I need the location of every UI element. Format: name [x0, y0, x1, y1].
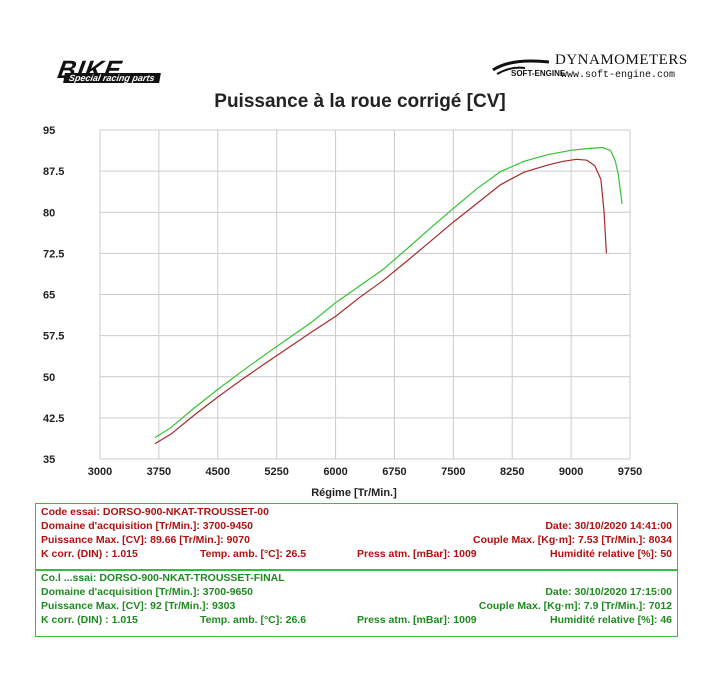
y-tick-label: 72.5 [43, 248, 64, 260]
x-tick-label: 8250 [500, 466, 524, 478]
run1-info-box: Code essai: DORSO-900-NKAT-TROUSSET-00 D… [35, 503, 678, 571]
y-tick-label: 65 [43, 290, 55, 302]
run1-date: Date: 30/10/2020 14:41:00 [545, 520, 672, 532]
run1-code: Code essai: DORSO-900-NKAT-TROUSSET-00 [41, 506, 269, 518]
run1-domain: Domaine d'acquisition [Tr/Min.]: 3700-94… [41, 520, 253, 532]
soft-engine-logo: DYNAMOMETERS SOFT-ENGINE www.soft-engine… [487, 38, 697, 88]
chart-tick-labels: 3000 3750 4500 5250 6000 6750 7500 8250 9000 9750… [43, 125, 642, 478]
chart-title: Puissance à la roue corrigé [CV] [214, 91, 506, 112]
run1-power-max: Puissance Max. [CV]: 89.66 [Tr/Min.]: 90… [41, 534, 250, 546]
chart-grid [99, 129, 631, 460]
run2-date: Date: 30/10/2020 17:15:00 [545, 586, 672, 598]
soft-engine-url: www.soft-engine.com [561, 70, 676, 81]
x-tick-label: 6000 [323, 466, 347, 478]
run2-info-box: Co.l ...ssai: DORSO-900-NKAT-TROUSSET-FI… [35, 569, 678, 637]
power-curve-run2 [154, 146, 623, 439]
x-tick-label: 4500 [206, 466, 230, 478]
x-tick-label: 9000 [559, 466, 583, 478]
x-tick-label: 3000 [88, 466, 112, 478]
run2-power-max: Puissance Max. [CV]: 92 [Tr/Min.]: 9303 [41, 600, 236, 612]
run1-torque-max: Couple Max. [Kg·m]: 7.53 [Tr/Min.]: 8034 [473, 534, 672, 546]
chart-series [154, 146, 623, 445]
power-curve-run1 [154, 158, 607, 445]
y-tick-label: 42.5 [43, 413, 64, 425]
run1-press: Press atm. [mBar]: 1009 [357, 548, 477, 560]
dynamometers-brand: DYNAMOMETERS [555, 52, 688, 68]
x-tick-label: 9750 [618, 466, 642, 478]
swoosh-icon [492, 59, 550, 75]
power-chart: 3000 3750 4500 5250 6000 6750 7500 8250 9000 9750… [43, 125, 642, 499]
run1-humidity: Humidité relative [%]: 50 [550, 548, 672, 560]
y-tick-label: 87.5 [43, 166, 64, 178]
x-tick-label: 7500 [441, 466, 465, 478]
run2-torque-max: Couple Max. [Kg·m]: 7.9 [Tr/Min.]: 7012 [478, 600, 672, 612]
y-tick-label: 35 [43, 454, 55, 466]
run2-temp: Temp. amb. [°C]: 26.6 [200, 614, 307, 626]
y-tick-label: 57.5 [43, 331, 64, 343]
run2-press: Press atm. [mBar]: 1009 [357, 614, 477, 626]
run1-temp: Temp. amb. [°C]: 26.5 [200, 548, 307, 560]
x-tick-label: 6750 [382, 466, 406, 478]
soft-engine-mark: SOFT-ENGINE [511, 69, 566, 78]
x-tick-label: 3750 [147, 466, 171, 478]
run2-humidity: Humidité relative [%]: 46 [550, 614, 672, 626]
run2-code: Co.l ...ssai: DORSO-900-NKAT-TROUSSET-FI… [41, 572, 285, 584]
y-tick-label: 80 [43, 207, 55, 219]
x-axis-label: Régime [Tr/Min.] [311, 487, 397, 499]
run1-kcorr: K corr. (DIN) : 1.015 [41, 548, 138, 560]
y-tick-label: 95 [43, 125, 55, 137]
x-tick-label: 5250 [264, 466, 288, 478]
y-tick-label: 50 [43, 372, 55, 384]
run2-kcorr: K corr. (DIN) : 1.015 [41, 614, 138, 626]
run2-domain: Domaine d'acquisition [Tr/Min.]: 3700-96… [41, 586, 253, 598]
